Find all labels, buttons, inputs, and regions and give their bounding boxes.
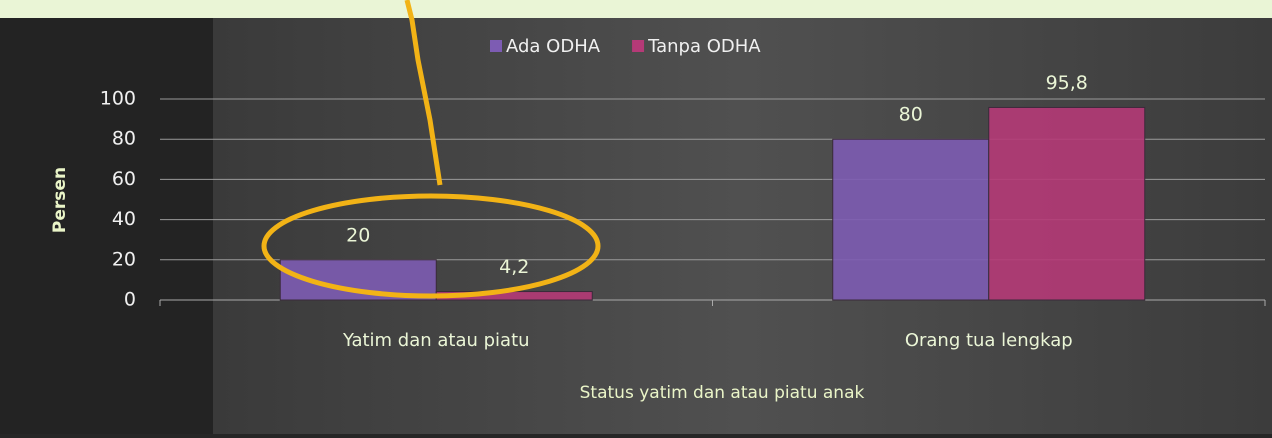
legend-label: Tanpa ODHA [647,36,761,57]
x-tick-label: Orang tua lengkap [905,330,1073,351]
bar [989,107,1145,300]
y-tick-label: 20 [112,248,136,270]
y-tick-label: 0 [124,289,136,311]
top-band [0,0,1272,18]
y-tick-label: 60 [112,168,136,190]
chart: 0 20 40 60 80 100 Yatim dan atau piatu 20 4,2 Ora… [0,0,1272,434]
data-label: 4,2 [499,256,529,278]
y-tick-label: 100 [100,88,136,110]
legend-swatch [632,40,644,52]
data-label: 80 [899,104,923,126]
y-tick-label: 40 [112,208,136,230]
legend-swatch [490,40,502,52]
legend-label: Ada ODHA [506,36,601,57]
bar [833,139,989,300]
x-tick-label: Yatim dan atau piatu [342,330,530,351]
y-tick-label: 80 [112,128,136,150]
x-axis-title: Status yatim dan atau piatu anak [580,383,865,403]
data-label: 95,8 [1046,72,1088,94]
data-label: 20 [346,224,370,246]
y-axis-title: Persen [50,167,70,233]
